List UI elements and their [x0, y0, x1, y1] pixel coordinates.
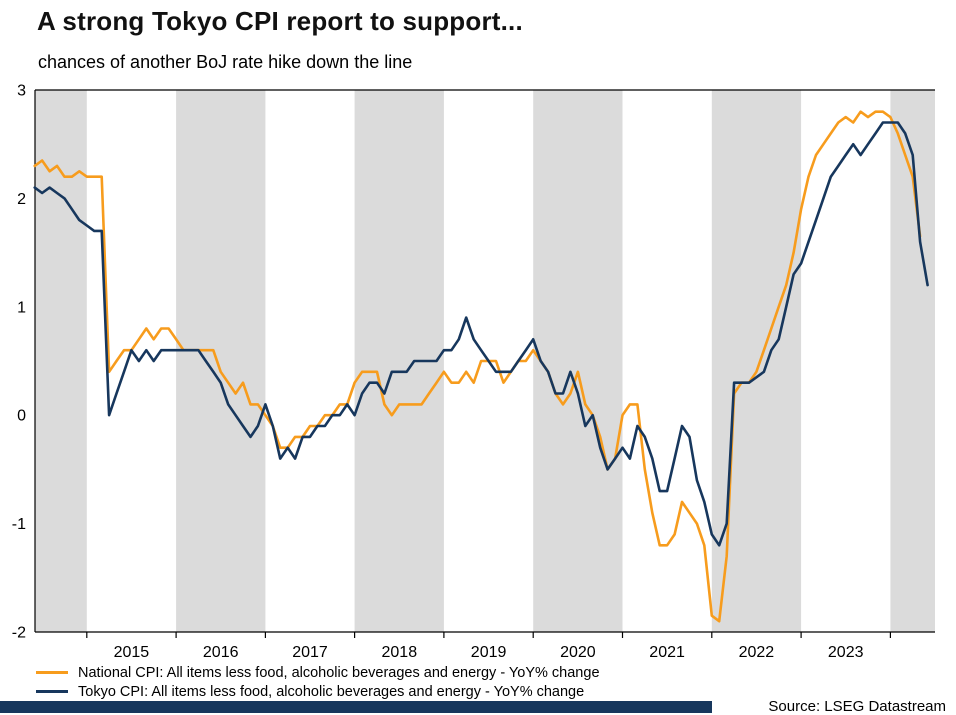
y-axis-label-0: 0	[17, 408, 26, 425]
legend-label-national-cpi: National CPI: All items less food, alcoh…	[78, 664, 600, 681]
y-axis-label--2: -2	[12, 625, 26, 642]
x-axis-label-2019: 2019	[471, 644, 507, 661]
y-axis-label-1: 1	[17, 299, 26, 316]
y-axis-label--1: -1	[12, 516, 26, 533]
y-axis-label-3: 3	[17, 83, 26, 100]
tokyo-cpi-line	[33, 121, 929, 547]
national-cpi-swatch-icon	[36, 671, 68, 674]
y-axis-label-2: 2	[17, 191, 26, 208]
year-band-2014	[35, 90, 87, 632]
year-band-2016	[176, 90, 266, 632]
x-axis-label-2023: 2023	[828, 644, 864, 661]
x-axis-label-2021: 2021	[649, 644, 685, 661]
legend-item-national-cpi: National CPI: All items less food, alcoh…	[36, 663, 600, 682]
chart-subtitle: chances of another BoJ rate hike down th…	[38, 52, 413, 72]
chart-legend: National CPI: All items less food, alcoh…	[36, 663, 600, 701]
legend-item-tokyo-cpi: Tokyo CPI: All items less food, alcoholi…	[36, 682, 600, 701]
x-axis-label-2018: 2018	[382, 644, 418, 661]
cpi-line-chart: -2 -1 0 1 2 3 2015 2016 2017 2018 2019 2020 2021 2022…	[12, 83, 935, 661]
legend-label-tokyo-cpi: Tokyo CPI: All items less food, alcoholi…	[78, 683, 585, 700]
x-axis-label-2016: 2016	[203, 644, 239, 661]
x-axis-label-2020: 2020	[560, 644, 596, 661]
national-cpi-line	[33, 110, 922, 623]
x-axis-label-2022: 2022	[739, 644, 775, 661]
year-band-2020	[533, 90, 623, 632]
x-axis-label-2017: 2017	[292, 644, 328, 661]
year-band-2024	[890, 90, 935, 632]
x-axis-label-2015: 2015	[114, 644, 150, 661]
source-attribution: Source: LSEG Datastream	[768, 698, 946, 715]
tokyo-cpi-swatch-icon	[36, 690, 68, 693]
chart-title: A strong Tokyo CPI report to support...	[37, 6, 523, 36]
year-band-2022	[711, 90, 802, 632]
footer-bar	[0, 701, 712, 713]
